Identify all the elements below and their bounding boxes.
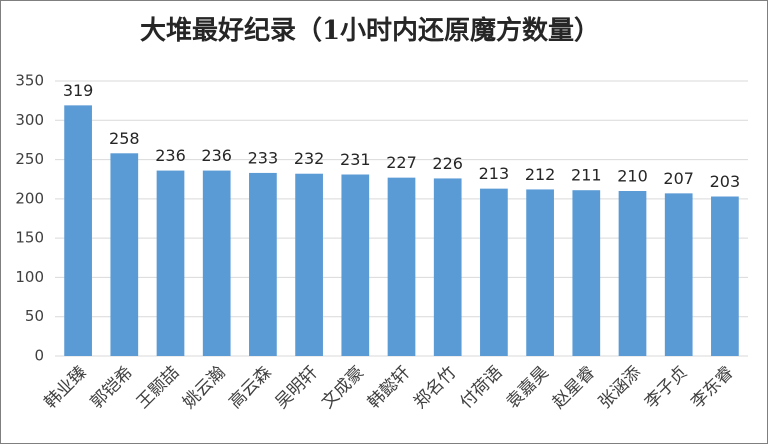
data-label: 233 — [248, 148, 279, 167]
y-tick-label: 0 — [34, 347, 44, 365]
y-tick-label: 200 — [15, 189, 44, 207]
y-tick-label: 50 — [25, 307, 44, 325]
bar — [572, 190, 601, 356]
y-tick-label: 300 — [15, 111, 44, 129]
data-label: 236 — [201, 146, 232, 165]
bar — [711, 196, 739, 356]
data-label: 212 — [525, 165, 556, 184]
data-label: 236 — [155, 146, 186, 165]
bar — [64, 105, 92, 356]
data-label: 231 — [340, 150, 371, 169]
data-label: 211 — [571, 166, 602, 185]
bar — [433, 178, 462, 356]
data-label: 258 — [109, 129, 140, 148]
data-label: 203 — [710, 172, 741, 191]
bar — [341, 174, 370, 356]
bar — [202, 170, 231, 356]
data-label: 319 — [63, 81, 94, 100]
data-label: 213 — [479, 164, 510, 183]
bar — [249, 172, 277, 356]
chart-title: 大堆最好纪录（1小时内还原魔方数量） — [140, 15, 600, 46]
y-tick-label: 150 — [15, 229, 44, 247]
bar — [618, 191, 647, 356]
data-label: 227 — [386, 153, 417, 172]
data-label: 207 — [663, 169, 694, 188]
data-label: 226 — [432, 154, 463, 173]
data-label: 210 — [617, 167, 648, 186]
bar — [295, 173, 323, 356]
bar — [156, 170, 185, 356]
bar — [480, 188, 508, 356]
data-label: 232 — [294, 149, 325, 168]
bar — [387, 177, 416, 356]
bar — [664, 193, 693, 356]
y-tick-label: 250 — [15, 150, 44, 168]
bar — [526, 189, 554, 356]
bar — [110, 153, 139, 356]
y-tick-label: 350 — [15, 72, 44, 90]
y-tick-label: 100 — [15, 268, 44, 286]
